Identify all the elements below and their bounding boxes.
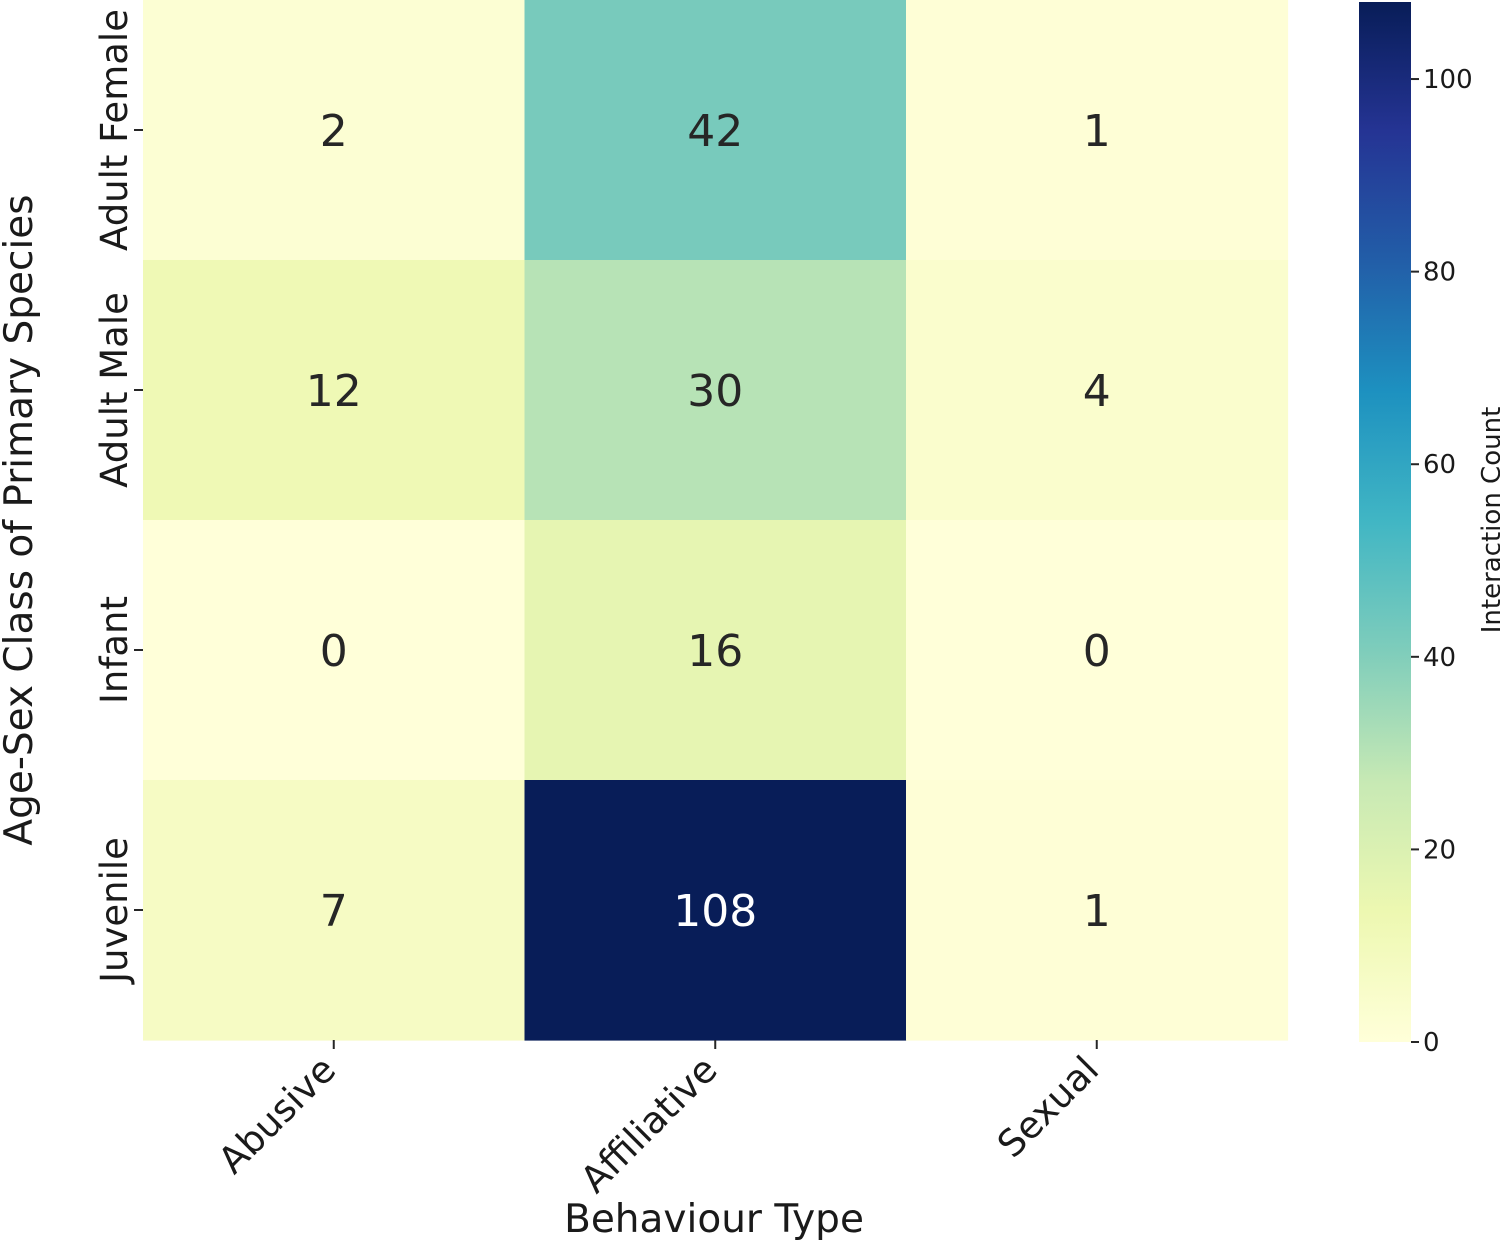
colorbar-gradient (1359, 2, 1411, 1042)
colorbar-tick-label: 60 (1423, 450, 1456, 480)
heatmap-cell (143, 780, 526, 1041)
heatmap-cell (143, 260, 526, 521)
colorbar-title: Interaction Count (1477, 407, 1500, 634)
cell-annotations: 2 42 1 12 30 4 0 16 0 7 108 1 (306, 106, 1111, 937)
y-axis: Adult Female Adult Male Infant Juvenile (93, 9, 143, 985)
cell-value-label: 16 (687, 626, 743, 677)
heatmap-cell (524, 260, 907, 521)
heatmap-cell (906, 0, 1289, 261)
cell-value-label: 0 (1083, 626, 1111, 677)
cell-value-label: 42 (687, 106, 743, 157)
heatmap-cell (143, 520, 526, 781)
x-tick-label: Sexual (989, 1048, 1107, 1166)
y-axis-title: Age-Sex Class of Primary Species (0, 194, 42, 845)
cell-value-label: 7 (320, 886, 348, 937)
heatmap-cell (524, 0, 907, 261)
x-tick-label: Affiliative (572, 1048, 725, 1201)
cell-value-label: 1 (1083, 106, 1111, 157)
heatmap-cell (143, 0, 526, 261)
heatmap-cell (906, 780, 1289, 1041)
cell-value-label: 4 (1083, 366, 1111, 417)
cell-value-label: 108 (673, 886, 757, 937)
colorbar-tick-label: 80 (1423, 258, 1456, 288)
heatmap-cell (906, 260, 1289, 521)
cell-value-label: 0 (320, 626, 348, 677)
colorbar-tick-label: 100 (1423, 65, 1473, 95)
colorbar-tick-label: 20 (1423, 835, 1456, 865)
y-tick-label: Infant (93, 596, 136, 704)
colorbar-tick-label: 40 (1423, 643, 1456, 673)
heatmap-cell (524, 780, 907, 1041)
cell-value-label: 1 (1083, 886, 1111, 937)
y-tick-label: Adult Female (93, 9, 136, 251)
cell-value-label: 30 (687, 366, 743, 417)
heatmap-cell (524, 520, 907, 781)
colorbar: 0 20 40 60 80 100 (1359, 2, 1473, 1058)
heatmap-cell (906, 520, 1289, 781)
x-axis: Abusive Affiliative Sexual (210, 1040, 1107, 1201)
x-axis-title: Behaviour Type (564, 1197, 864, 1241)
x-tick-label: Abusive (210, 1048, 344, 1182)
cell-value-label: 2 (320, 106, 348, 157)
colorbar-tick-label: 0 (1423, 1028, 1440, 1058)
cell-value-label: 12 (306, 366, 362, 417)
heatmap-cells (143, 0, 1289, 1041)
y-tick-label: Juvenile (93, 837, 136, 985)
y-tick-label: Adult Male (93, 292, 136, 488)
